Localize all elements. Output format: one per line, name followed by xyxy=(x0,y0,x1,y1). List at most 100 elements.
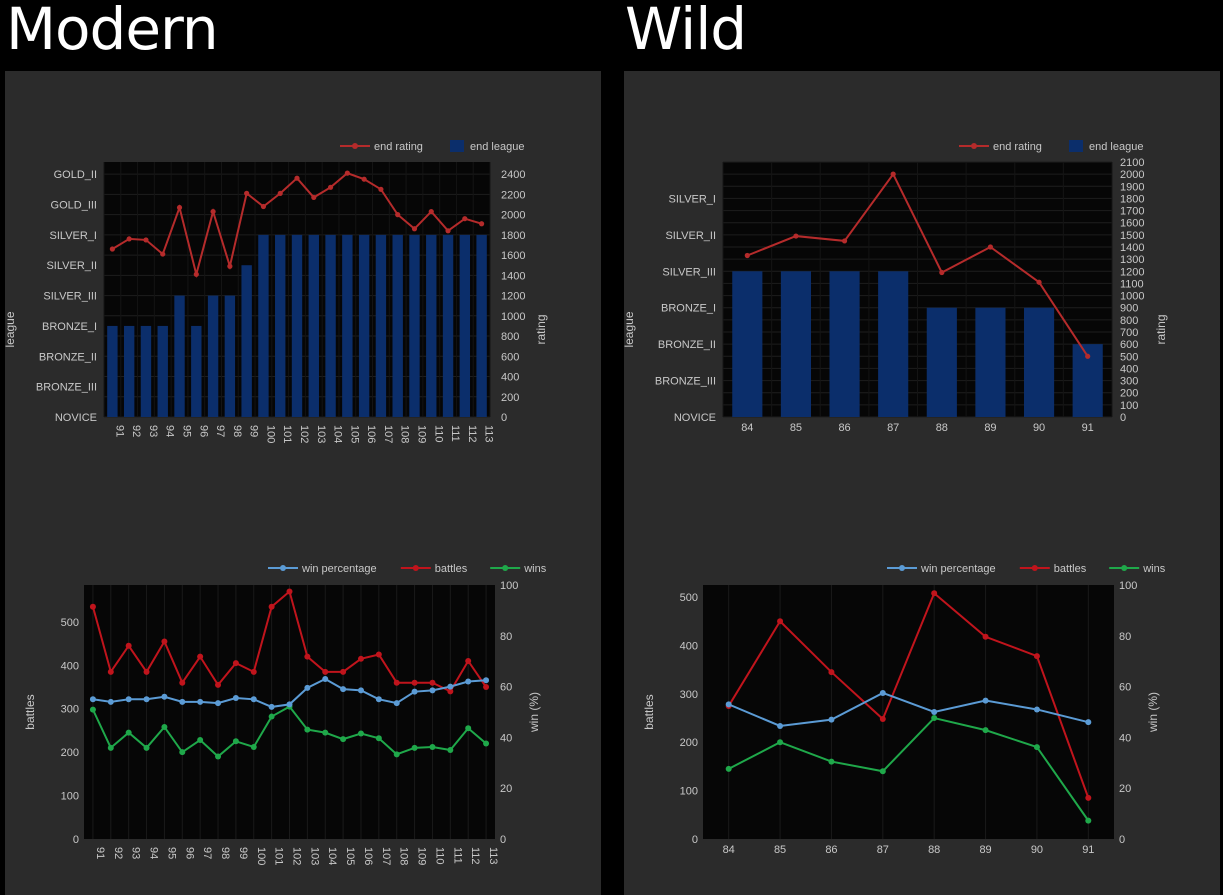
modern-battles-wins-point xyxy=(447,746,454,753)
wild-rating-league-tick: BRONZE_I xyxy=(661,303,716,315)
modern-rating-bar xyxy=(325,234,336,417)
wild-battles-x-tick: 88 xyxy=(928,844,940,856)
modern-rating-rating-point xyxy=(143,237,149,243)
wild-battles-legend-label: wins xyxy=(1142,563,1166,575)
wild-battles-win-tick: 40 xyxy=(1119,732,1131,744)
modern-rating-x-tick: 93 xyxy=(147,425,159,437)
modern-battles-win-percentage-point xyxy=(161,693,168,700)
wild-battles-battles-point xyxy=(879,716,886,723)
modern-rating-bar xyxy=(157,325,168,417)
wild-rating-legend-swatch xyxy=(1069,140,1083,152)
modern-battles-win-tick: 20 xyxy=(500,783,512,795)
wild-rating-rating-tick: 1000 xyxy=(1120,291,1144,303)
wild-battles-x-tick: 86 xyxy=(825,844,837,856)
modern-rating-rating-tick: 1000 xyxy=(501,311,525,323)
modern-rating-rating-point xyxy=(428,208,434,215)
modern-rating-rating-tick: 800 xyxy=(501,331,519,343)
modern-battles-win-percentage-point xyxy=(357,687,364,694)
modern-battles-battles-point xyxy=(268,603,275,610)
wild-battles-wins-point xyxy=(879,768,886,775)
modern-rating-rating-point xyxy=(244,190,250,196)
modern-battles-x-tick: 108 xyxy=(398,847,410,865)
modern-rating-bar xyxy=(409,234,420,417)
modern-rating-league-tick: GOLD_II xyxy=(54,169,97,181)
modern-rating-bar xyxy=(123,325,135,417)
wild-battles-win-tick: 20 xyxy=(1119,783,1131,795)
wild-title: Wild xyxy=(625,0,747,63)
modern-battles-battles-tick: 500 xyxy=(61,617,79,629)
modern-battles-battles-point xyxy=(197,653,204,660)
wild-battles-battles-point xyxy=(828,669,835,676)
modern-rating-rating-tick: 2000 xyxy=(501,210,525,222)
modern-rating-x-tick: 113 xyxy=(483,425,495,443)
modern-rating-rating-point xyxy=(344,170,350,176)
modern-rating-rating-point xyxy=(260,203,267,210)
modern-battles-battles-point xyxy=(447,688,454,695)
modern-rating-rating-point xyxy=(395,212,401,218)
wild-battles-ylabel-left: battles xyxy=(642,694,656,729)
wild-rating-legend-marker xyxy=(971,143,977,149)
modern-rating-rating-point xyxy=(311,194,317,201)
wild-battles-x-tick: 89 xyxy=(979,844,991,856)
wild-battles-wins-point xyxy=(725,765,732,772)
wild-rating-x-tick: 85 xyxy=(790,422,802,434)
wild-battles-x-tick: 84 xyxy=(723,844,735,856)
modern-rating-rating-point xyxy=(294,175,300,181)
wild-battles-battles-tick: 100 xyxy=(680,786,698,798)
modern-rating-x-tick: 97 xyxy=(214,425,226,437)
wild-battles-win-percentage-point xyxy=(931,709,938,715)
wild-rating-bar xyxy=(780,271,812,417)
modern-rating-rating-point xyxy=(160,251,166,257)
modern-battles-win-percentage-point xyxy=(197,698,204,705)
modern-battles-battles-point xyxy=(143,668,150,675)
wild-battles-win-percentage-point xyxy=(1085,719,1092,726)
modern-battles-wins-point xyxy=(304,726,311,733)
modern-battles-battles-point xyxy=(89,603,96,610)
modern-rating-bar xyxy=(342,234,353,417)
modern-rating-rating-tick: 1600 xyxy=(501,250,525,262)
modern-battles-win-percentage-point xyxy=(232,695,239,702)
modern-rating-league-tick: BRONZE_I xyxy=(42,321,97,333)
modern-battles-win-percentage-point xyxy=(125,696,132,703)
modern-rating-rating-point xyxy=(327,184,334,190)
wild-rating-league-tick: NOVICE xyxy=(674,412,716,424)
modern-battles-win-percentage-point xyxy=(483,677,490,684)
wild-rating-rating-tick: 1700 xyxy=(1120,206,1144,218)
modern-battles-battles-point xyxy=(286,588,293,595)
modern-battles-wins-point xyxy=(393,751,400,758)
modern-battles-x-tick: 104 xyxy=(326,847,338,865)
wild-rating-rating-tick: 200 xyxy=(1120,388,1138,400)
modern-battles-x-tick: 103 xyxy=(308,847,320,865)
modern-battles-wins-point xyxy=(125,729,132,736)
wild-rating-x-tick: 86 xyxy=(838,422,850,434)
modern-battles-win-percentage-point xyxy=(179,698,186,705)
wild-battles-battles-tick: 200 xyxy=(680,737,698,749)
modern-rating-rating-point xyxy=(445,228,451,234)
modern-battles-wins-point xyxy=(340,736,347,743)
modern-rating-rating-tick: 0 xyxy=(501,412,507,424)
modern-rating-rating-tick: 1400 xyxy=(501,270,525,282)
wild-battles-wins-point xyxy=(828,758,835,765)
wild-battles-ylabel-right: win (%) xyxy=(1146,692,1160,733)
modern-battles-battles-point xyxy=(375,651,382,658)
modern-rating-league-tick: BRONZE_II xyxy=(39,351,97,363)
modern-rating-rating-point xyxy=(176,204,183,211)
wild-rating-bar xyxy=(975,307,1006,417)
modern-battles-win-percentage-point xyxy=(340,686,347,693)
modern-battles-x-tick: 92 xyxy=(112,847,124,859)
modern-rating-x-tick: 99 xyxy=(248,425,260,437)
modern-rating-bar xyxy=(191,325,202,417)
wild-battles-win-tick: 0 xyxy=(1119,834,1125,846)
modern-battles-battles-point xyxy=(215,681,222,688)
modern-rating-ylabel-left: league xyxy=(3,311,17,347)
modern-battles-win-percentage-point xyxy=(429,687,436,694)
modern-title: Modern xyxy=(6,0,219,63)
wild-battles-battles-point xyxy=(1085,794,1092,801)
modern-rating-rating-tick: 1200 xyxy=(501,291,525,303)
wild-rating-rating-point xyxy=(890,171,896,177)
modern-rating-bar xyxy=(375,234,387,417)
modern-battles-legend-marker xyxy=(280,565,286,571)
modern-battles-x-tick: 109 xyxy=(416,847,428,865)
modern-battles-x-tick: 96 xyxy=(183,847,195,859)
